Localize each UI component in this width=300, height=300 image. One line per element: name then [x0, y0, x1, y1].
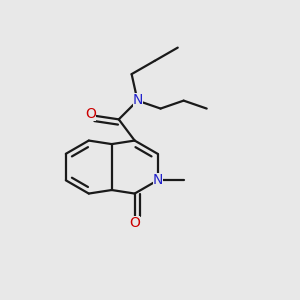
Text: O: O — [85, 107, 96, 122]
Text: O: O — [129, 216, 140, 230]
Text: N: N — [133, 93, 143, 107]
Text: N: N — [153, 173, 164, 187]
